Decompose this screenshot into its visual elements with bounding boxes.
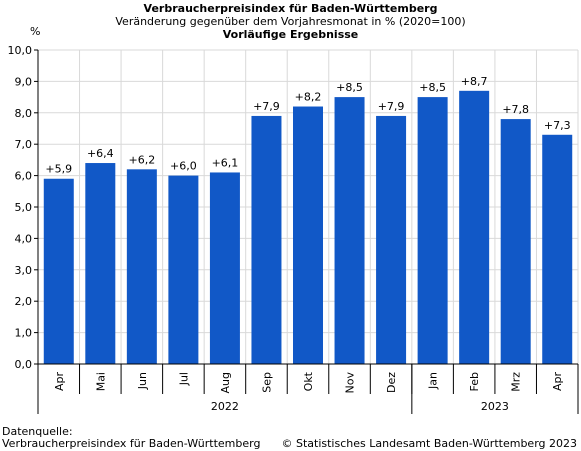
bar-mrz-11	[500, 119, 531, 364]
source-label: Datenquelle:	[2, 425, 73, 438]
y-tick-label: 3,0	[15, 264, 33, 277]
bar-aug-4	[209, 172, 240, 364]
data-label: +8,5	[419, 81, 446, 94]
data-label: +6,2	[128, 153, 155, 166]
chart-subtitle: Veränderung gegenüber dem Vorjahresmonat…	[115, 15, 466, 28]
x-tick-label: Apr	[53, 372, 66, 392]
x-tick-label: Feb	[468, 372, 481, 391]
y-tick-label: 6,0	[15, 170, 33, 183]
data-label: +8,5	[336, 81, 363, 94]
y-tick-label: 10,0	[8, 44, 33, 57]
y-tick-label: 9,0	[15, 75, 33, 88]
x-tick-label: Jun	[136, 372, 149, 390]
data-label: +8,7	[461, 75, 488, 88]
data-label: +8,2	[295, 91, 322, 104]
bar-chart: % 0,0 1,0 2,0 3,0 4,0 5,0 6,0 7,0 8,0 9,0 10,0 +5,9 A…	[8, 25, 579, 414]
y-tick-label: 8,0	[15, 107, 33, 120]
source-text: Verbraucherpreisindex für Baden-Württemb…	[2, 437, 261, 450]
data-label: +6,1	[212, 156, 239, 169]
year-label-2022: 2022	[211, 400, 239, 413]
x-tick-label: Jul	[177, 372, 190, 386]
y-tick-label: 7,0	[15, 138, 33, 151]
data-label: +5,9	[45, 163, 72, 176]
year-label-2023: 2023	[481, 400, 509, 413]
x-tick-label: Nov	[344, 372, 357, 394]
x-tick-label: Sep	[260, 372, 273, 393]
copyright: © Statistisches Landesamt Baden-Württemb…	[281, 437, 577, 450]
bar-jun-2	[126, 169, 157, 364]
data-label: +6,0	[170, 160, 197, 173]
bar-jul-3	[168, 175, 199, 364]
x-tick-label: Mai	[94, 372, 107, 391]
bar-dez-8	[376, 115, 407, 364]
x-tick-label: Okt	[302, 371, 315, 391]
x-tick-label: Apr	[551, 372, 564, 392]
bar-nov-7	[334, 97, 365, 364]
x-tick-label: Mrz	[510, 372, 523, 392]
chart-title: Verbraucherpreisindex für Baden-Württemb…	[143, 2, 438, 15]
x-tick-label: Jan	[427, 372, 440, 390]
data-label: +7,9	[378, 100, 405, 113]
y-tick-label: 2,0	[15, 295, 33, 308]
x-tick-label: Dez	[385, 372, 398, 393]
x-tick-label: Aug	[219, 372, 232, 393]
y-tick-label: 1,0	[15, 327, 33, 340]
data-label: +7,3	[544, 119, 571, 132]
y-axis-label: %	[30, 25, 40, 38]
data-label: +6,4	[87, 147, 114, 160]
chart-subtitle-preliminary: Vorläufige Ergebnisse	[222, 28, 359, 41]
bar-jan-9	[417, 97, 448, 364]
bar-apr-12	[542, 134, 573, 364]
bar-feb-10	[459, 90, 490, 364]
bar-apr-0	[43, 178, 74, 364]
y-tick-label: 4,0	[15, 232, 33, 245]
bar-sep-5	[251, 115, 282, 364]
y-tick-label: 5,0	[15, 201, 33, 214]
bar-okt-6	[293, 106, 323, 365]
data-label: +7,9	[253, 100, 280, 113]
bar-mai-1	[85, 163, 116, 364]
y-tick-label: 0,0	[15, 358, 33, 371]
data-label: +7,8	[502, 103, 529, 116]
